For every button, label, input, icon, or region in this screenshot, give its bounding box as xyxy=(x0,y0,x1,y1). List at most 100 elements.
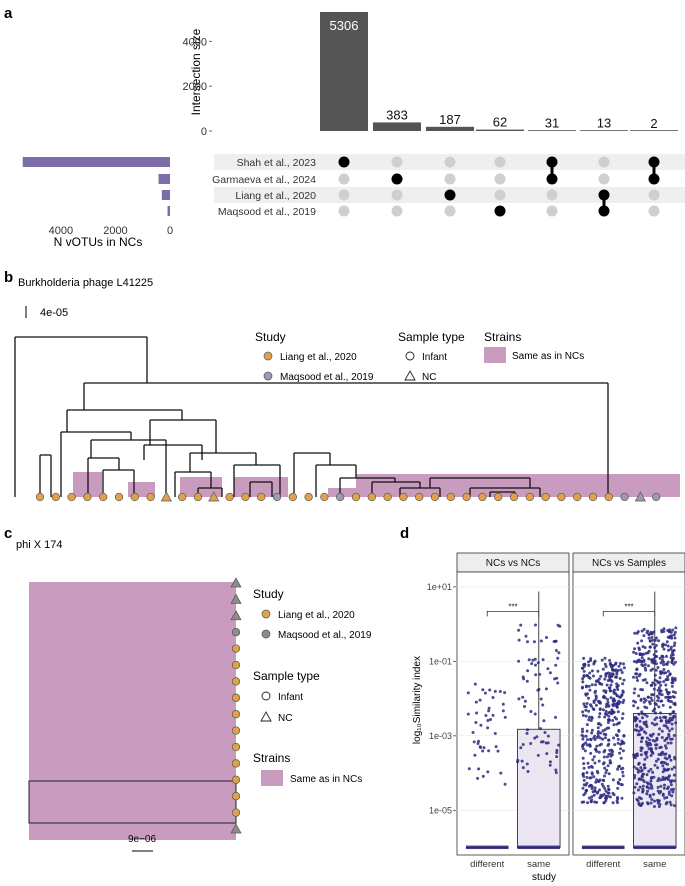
legend-c: Study Liang et al., 2020 Maqsood et al.,… xyxy=(253,587,372,786)
point-1 xyxy=(585,729,589,733)
point-1 xyxy=(642,658,646,662)
point-1 xyxy=(655,636,658,640)
scale-label-b: 4e-05 xyxy=(40,307,68,319)
point-1 xyxy=(659,699,663,703)
point-1 xyxy=(605,683,609,687)
set-size-bars: 4000 2000 0 xyxy=(22,157,173,237)
point-1 xyxy=(656,766,660,770)
point-1 xyxy=(632,791,636,795)
point-1 xyxy=(617,721,621,725)
point-1 xyxy=(619,782,623,786)
point-0 xyxy=(523,699,527,703)
point-1 xyxy=(582,669,586,673)
point-1 xyxy=(672,633,676,637)
point-1 xyxy=(641,688,644,692)
point-1 xyxy=(611,719,615,722)
tree-branch-2 xyxy=(66,409,183,432)
point-1 xyxy=(638,672,642,676)
point-1 xyxy=(670,722,674,726)
point-1 xyxy=(661,642,665,646)
point-1 xyxy=(666,644,670,648)
point-1 xyxy=(643,757,647,761)
point-0 xyxy=(521,766,525,770)
point-1 xyxy=(603,656,607,660)
matrix-dot-0-0 xyxy=(338,156,350,168)
point-1 xyxy=(607,714,611,718)
point-1 xyxy=(641,678,645,682)
point-1 xyxy=(597,759,601,763)
sig-bracket-0 xyxy=(486,610,540,617)
group-label-0-0: different xyxy=(470,859,505,870)
point-0 xyxy=(541,658,545,662)
point-1 xyxy=(641,790,645,794)
tree-tip-b-4 xyxy=(99,492,108,502)
point-1 xyxy=(656,779,660,783)
point-1 xyxy=(609,696,613,700)
point-1 xyxy=(581,730,584,734)
tree-tips-c xyxy=(230,577,242,834)
point-1 xyxy=(605,713,609,717)
point-1 xyxy=(606,755,609,759)
tree-tip-b-35 xyxy=(588,492,598,502)
point-1 xyxy=(615,717,618,721)
set-tick-label-1: 2000 xyxy=(103,225,127,237)
point-0 xyxy=(526,770,530,773)
point-1 xyxy=(636,788,640,792)
point-1 xyxy=(593,761,597,765)
point-1 xyxy=(635,782,639,786)
point-1 xyxy=(587,696,590,700)
matrix-dot-3-2 xyxy=(494,189,506,201)
point-0 xyxy=(529,742,533,745)
point-1 xyxy=(582,778,586,782)
tree-tip-b-5 xyxy=(114,492,124,502)
point-1 xyxy=(580,686,584,690)
floor-band-1-0 xyxy=(581,845,625,850)
point-0 xyxy=(553,677,557,681)
point-1 xyxy=(673,677,677,680)
point-1 xyxy=(592,793,596,797)
similarity-xlabel: study xyxy=(532,872,556,883)
tree-tip-b-22 xyxy=(383,492,392,502)
matrix-dot-4-3 xyxy=(546,205,558,217)
tree-tip-c-2 xyxy=(230,610,242,621)
point-1 xyxy=(645,750,649,754)
point-1 xyxy=(663,744,667,748)
point-0 xyxy=(503,782,507,786)
tree-tip-b-19 xyxy=(336,492,345,502)
point-1 xyxy=(643,646,647,650)
point-1 xyxy=(602,689,606,693)
point-1 xyxy=(640,656,644,660)
point-1 xyxy=(620,694,624,697)
point-1 xyxy=(658,727,662,731)
point-1 xyxy=(653,718,657,721)
point-1 xyxy=(645,714,649,718)
point-1 xyxy=(598,796,602,800)
point-0 xyxy=(486,726,490,730)
point-1 xyxy=(588,715,591,719)
point-1 xyxy=(598,736,602,740)
point-1 xyxy=(664,683,668,687)
point-1 xyxy=(612,689,616,693)
jitter-points-0 xyxy=(466,623,562,786)
point-1 xyxy=(597,750,601,754)
point-1 xyxy=(655,694,659,698)
point-1 xyxy=(648,702,652,706)
intersection-y-axis: 0 2000 4000 xyxy=(183,36,212,138)
matrix-dot-2-3 xyxy=(444,205,456,217)
strain-highlights-b xyxy=(73,472,680,497)
tree-tip-c-0 xyxy=(230,577,242,588)
point-1 xyxy=(662,680,666,684)
matrix-dot-6-1 xyxy=(648,173,660,185)
point-0 xyxy=(473,682,477,686)
point-0 xyxy=(503,715,507,719)
point-1 xyxy=(598,700,602,704)
phylo-tree-burkholderia: Burkholderia phage L41225 4e-05 Study Li… xyxy=(14,277,680,502)
matrix-dot-2-0 xyxy=(444,156,456,168)
point-1 xyxy=(584,714,588,718)
intersection-bar-label-5: 13 xyxy=(597,116,611,131)
tree-tip-c-11 xyxy=(231,759,241,768)
point-0 xyxy=(554,649,558,652)
point-1 xyxy=(666,675,670,679)
point-1 xyxy=(590,683,594,687)
point-1 xyxy=(666,629,670,632)
